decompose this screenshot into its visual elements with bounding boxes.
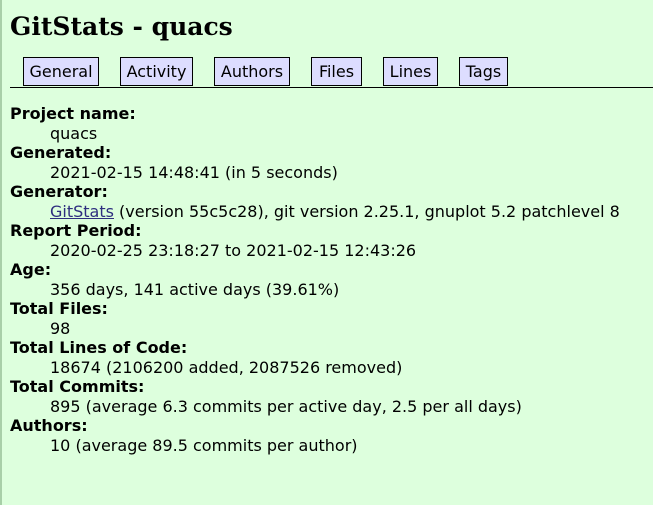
total-files-label: Total Files: <box>10 299 108 318</box>
total-commits-value: 895 (average 6.3 commits per active day,… <box>50 396 522 416</box>
authors-value: 10 (average 89.5 commits per author) <box>50 435 358 455</box>
generator-value: GitStats (version 55c5c28), git version … <box>50 202 620 222</box>
total-loc-label: Total Lines of Code: <box>10 338 188 357</box>
age-label: Age: <box>10 260 52 279</box>
gitstats-link[interactable]: GitStats <box>50 201 114 221</box>
tab-lines[interactable]: Lines <box>383 57 438 86</box>
total-loc-value: 18674 (2106200 added, 2087526 removed) <box>50 357 403 377</box>
generator-version-text: (version 55c5c28), git version 2.25.1, g… <box>113 201 620 221</box>
tab-activity[interactable]: Activity <box>120 57 193 86</box>
general-stats-list: Project name: quacs Generated: 2021-02-1… <box>10 104 620 455</box>
report-period-label: Report Period: <box>10 221 142 240</box>
tab-authors[interactable]: Authors <box>214 57 290 86</box>
tab-files[interactable]: Files <box>311 57 362 86</box>
tab-tags[interactable]: Tags <box>459 57 508 86</box>
page-title: GitStats - quacs <box>10 12 233 41</box>
total-commits-label: Total Commits: <box>10 377 145 396</box>
report-period-value: 2020-02-25 23:18:27 to 2021-02-15 12:43:… <box>50 240 417 260</box>
nav-tabs: General Activity Authors Files Lines Tag… <box>0 57 653 88</box>
generator-label: Generator: <box>10 182 108 201</box>
age-value: 356 days, 141 active days (39.61%) <box>50 279 340 299</box>
total-files-value: 98 <box>50 318 71 338</box>
page-left-border <box>0 0 2 505</box>
generated-label: Generated: <box>10 143 112 162</box>
project-name-label: Project name: <box>10 104 136 123</box>
nav-divider <box>10 87 653 88</box>
generated-value: 2021-02-15 14:48:41 (in 5 seconds) <box>50 162 338 182</box>
project-name-value: quacs <box>50 123 98 143</box>
tab-general[interactable]: General <box>23 57 99 86</box>
authors-label: Authors: <box>10 416 88 435</box>
